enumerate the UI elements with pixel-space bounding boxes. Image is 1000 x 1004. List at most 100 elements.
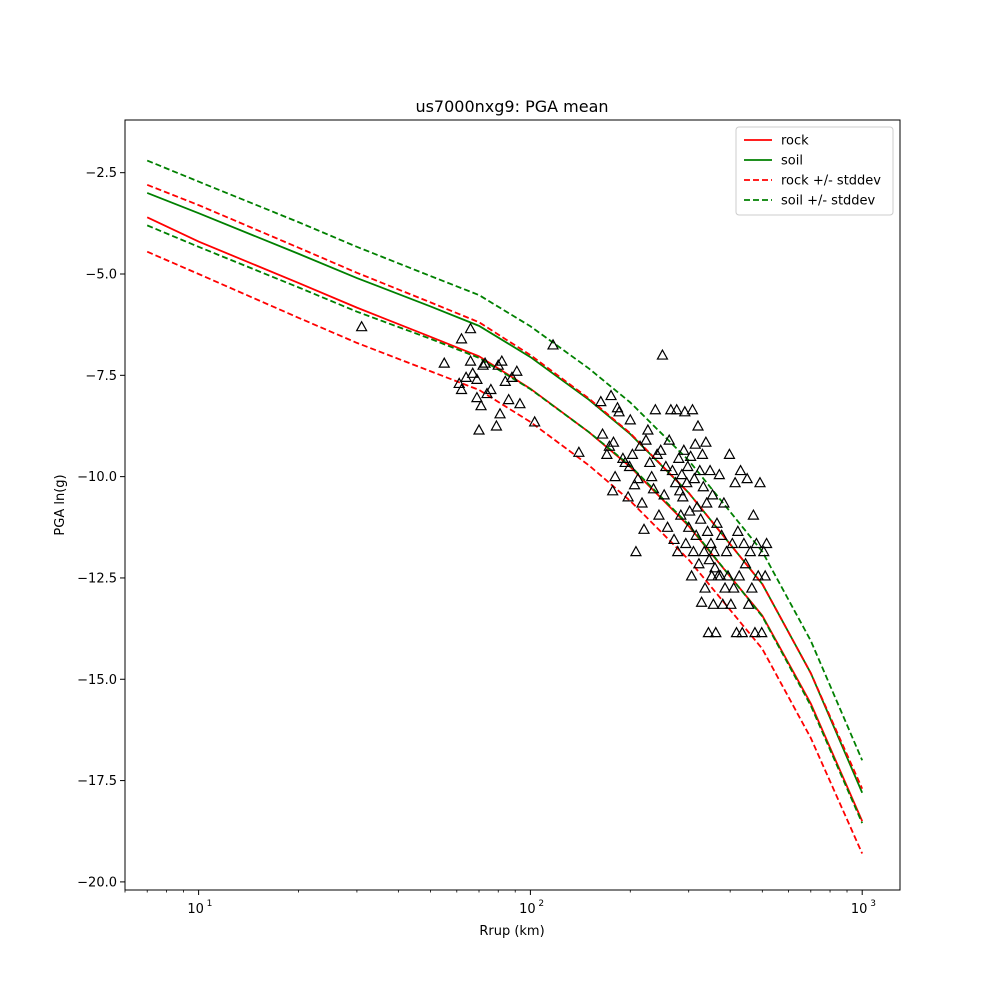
y-tick-label: −7.5 — [85, 369, 117, 384]
observation-point — [513, 397, 526, 409]
observation-point — [744, 545, 757, 557]
observation-point — [695, 596, 708, 607]
observation-point — [619, 456, 632, 468]
x-axis-label: Rrup (km) — [479, 924, 544, 939]
observation-point — [494, 407, 507, 419]
observation-point — [464, 322, 477, 334]
observation-point — [745, 581, 758, 593]
observation-point — [671, 545, 684, 557]
x-tick-exponent: 3 — [870, 899, 876, 909]
observation-point — [727, 581, 740, 593]
observation-point — [438, 356, 451, 368]
observation-point — [741, 472, 754, 484]
observation-point — [484, 383, 497, 395]
y-axis-label: PGA ln(g) — [53, 474, 68, 535]
x-tick-label: 10 — [851, 902, 868, 917]
y-tick-label: −15.0 — [77, 673, 117, 688]
observation-point — [607, 435, 620, 447]
observation-point — [694, 512, 707, 524]
legend-label: rock — [781, 134, 809, 149]
observation-point — [678, 405, 691, 417]
observation-point — [720, 545, 733, 557]
observation-point — [647, 482, 660, 494]
observation-point — [736, 626, 749, 638]
observation-point — [623, 460, 636, 472]
observation-point — [453, 377, 466, 389]
observation-points — [355, 320, 773, 638]
observation-point — [704, 464, 717, 476]
observation-point — [723, 448, 736, 459]
observation-point — [739, 557, 752, 569]
observation-point — [691, 500, 704, 512]
observation-point — [455, 332, 468, 344]
x-tick-label: 10 — [519, 902, 536, 917]
observation-point — [661, 521, 674, 532]
observation-point — [656, 348, 669, 360]
x-tick-exponent: 1 — [207, 899, 213, 909]
observation-point — [606, 484, 619, 496]
chart-title: us7000nxg9: PGA mean — [415, 97, 608, 116]
observation-point — [631, 472, 645, 484]
observation-point — [676, 490, 689, 502]
observation-point — [605, 389, 618, 401]
observation-point — [477, 358, 490, 370]
observation-point — [596, 427, 609, 439]
observation-point — [674, 508, 687, 520]
observation-point — [701, 525, 714, 536]
legend-label: soil — [781, 154, 803, 169]
observation-point — [713, 468, 726, 480]
observation-point — [490, 419, 503, 431]
observation-point — [724, 598, 737, 609]
observation-point — [708, 561, 721, 573]
observation-point — [699, 435, 712, 447]
observation-point — [691, 419, 705, 431]
observation-point — [686, 403, 699, 415]
observation-point — [721, 569, 735, 581]
observation-point — [664, 403, 677, 415]
observation-point — [634, 440, 647, 451]
observation-point — [464, 354, 477, 366]
observation-point — [719, 581, 732, 593]
observation-point — [470, 391, 483, 403]
observation-point — [682, 521, 695, 532]
observation-point — [703, 553, 716, 565]
observation-point — [472, 423, 486, 435]
observation-point — [677, 444, 690, 455]
observation-point — [752, 569, 765, 581]
plot-frame — [124, 119, 901, 891]
observation-point — [668, 533, 681, 545]
observation-point — [666, 464, 679, 476]
observation-point — [734, 464, 747, 476]
observation-point — [652, 508, 665, 520]
observation-point — [609, 470, 622, 482]
observation-point — [730, 626, 743, 638]
legend-label: soil +/- stddev — [781, 194, 876, 209]
observation-point — [742, 598, 755, 609]
x-tick-label: 10 — [187, 902, 204, 917]
observation-point — [696, 448, 709, 459]
observation-point — [628, 478, 641, 490]
observation-point — [707, 598, 720, 609]
observation-point — [636, 496, 649, 508]
observation-point — [747, 508, 760, 520]
observation-point — [675, 468, 688, 480]
observation-point — [355, 320, 368, 332]
y-tick-label: −20.0 — [77, 875, 117, 890]
series-line-4 — [146, 159, 864, 761]
observation-point — [470, 373, 483, 384]
observation-point — [729, 476, 742, 488]
observation-point — [748, 626, 761, 638]
observation-point — [475, 399, 488, 411]
observation-point — [697, 480, 710, 492]
observation-point — [702, 626, 715, 638]
observation-point — [659, 460, 672, 472]
observation-point — [502, 393, 515, 405]
y-tick-label: −17.5 — [77, 774, 117, 789]
x-tick-exponent: 2 — [538, 899, 544, 909]
observation-point — [688, 472, 701, 484]
observation-point — [594, 395, 607, 407]
observation-point — [698, 545, 711, 557]
observation-point — [626, 448, 639, 459]
